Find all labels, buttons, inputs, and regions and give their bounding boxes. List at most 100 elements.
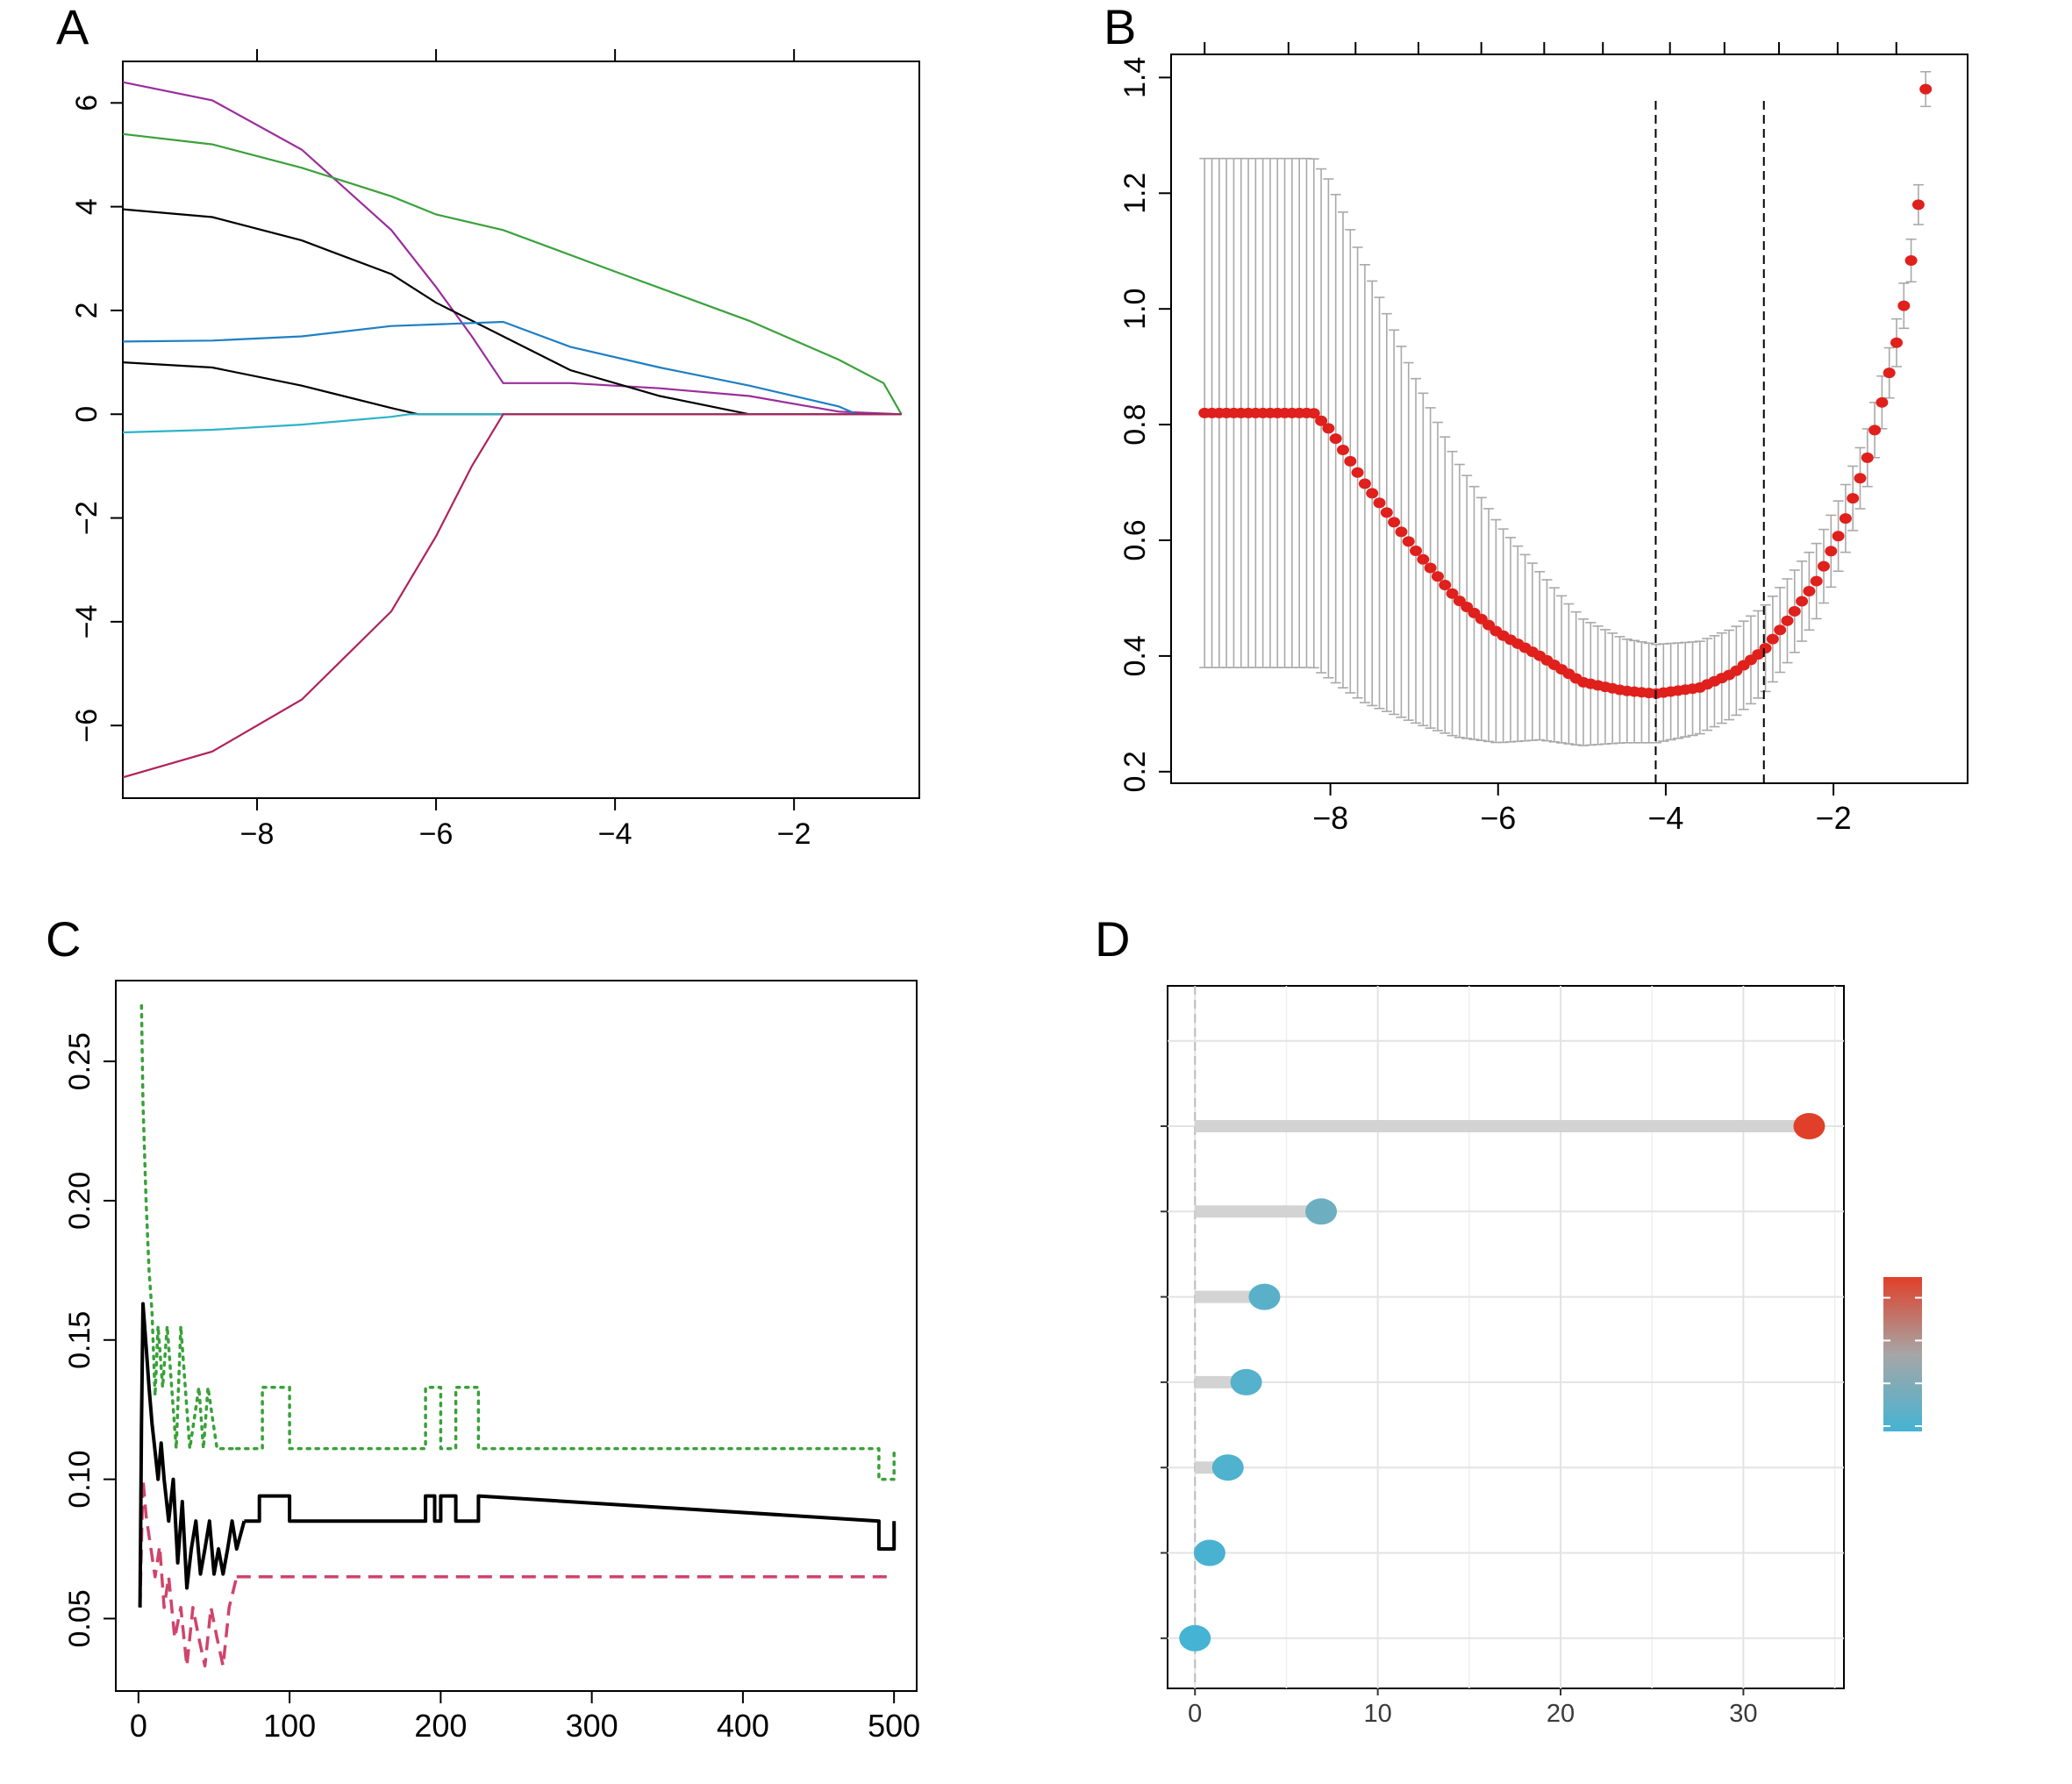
panel-b-point (1366, 488, 1379, 499)
panel-c-x-tick-label: 0 (130, 1708, 147, 1744)
panel-d-frame (1167, 985, 1845, 1689)
panel-label-b: B (1104, 0, 1136, 54)
panel-b-point (1911, 199, 1925, 211)
panel-b-point (1373, 497, 1386, 509)
panel-b-point (1336, 445, 1349, 456)
panel-b-point (1329, 433, 1342, 445)
panel-c-x-tick-label: 300 (566, 1708, 618, 1744)
panel-b-point (1810, 575, 1823, 587)
panel-d-dot (1793, 1113, 1826, 1139)
panel-b-point (1847, 493, 1860, 504)
panel-b-point (1446, 588, 1459, 599)
panel-a-y-tick-label: 2 (70, 302, 104, 318)
panel-c-y-tick-label: 0.15 (63, 1311, 96, 1369)
panel-a-series-cyan (122, 413, 902, 434)
panel-d-legend-colorbar (1883, 1277, 1922, 1431)
panel-label-a: A (56, 0, 89, 54)
panel-b-x-tick-label: −6 (1480, 800, 1516, 836)
panel-a-series-purple (122, 81, 902, 416)
panel-b-binomial-deviance: −8 −6 −4 −2 0.2 0.4 0.6 0.8 1.0 1.2 1.4 (1118, 42, 1968, 836)
panel-c-random-forest: 0 100 200 300 400 500 0.05 0.10 0.15 0.20 0.25 (63, 980, 920, 1744)
panel-b-point (1380, 507, 1393, 518)
panel-label-d: D (1095, 911, 1130, 967)
panel-c-y-tick-label: 0.25 (63, 1032, 96, 1090)
panel-c-frame (115, 980, 918, 1692)
panel-d-x-tick-label: 20 (1547, 1700, 1575, 1728)
panel-b-y-tick-label: 1.0 (1118, 289, 1152, 330)
panel-c-y-tick-label: 0.20 (63, 1172, 96, 1230)
panel-b-point (1307, 408, 1320, 419)
panel-b-point (1854, 473, 1867, 484)
panel-d-dot (1230, 1368, 1262, 1395)
panel-b-point (1796, 596, 1809, 607)
panel-b-point (1417, 553, 1430, 565)
panel-b-point (1803, 586, 1816, 597)
panel-d-dot (1193, 1539, 1225, 1566)
panel-b-point (1351, 467, 1364, 478)
panel-c-x-tick-label: 500 (868, 1708, 920, 1744)
panel-a-y-tick-label: −4 (70, 604, 104, 639)
panel-a-series-blue (122, 320, 902, 416)
panel-a-coefficient-paths: −8 −6 −4 −2 −6 −4 −2 0 2 4 6 (70, 49, 920, 851)
panel-b-point (1825, 546, 1838, 557)
panel-a-series-black2 (122, 361, 902, 416)
panel-b-y-tick-label: 0.4 (1118, 635, 1152, 676)
panel-a-y-tick-label: 6 (70, 95, 104, 111)
panel-b-x-tick-label: −2 (1816, 800, 1852, 836)
panel-b-point (1817, 560, 1830, 572)
panel-b-point (1788, 605, 1801, 617)
panel-b-y-tick-label: 1.4 (1118, 57, 1152, 98)
panel-d-x-tick-label: 10 (1364, 1700, 1392, 1728)
panel-b-y-tick-label: 0.6 (1118, 519, 1152, 560)
panel-b-point (1832, 531, 1845, 542)
panel-a-x-tick-label: −4 (598, 817, 632, 851)
panel-b-point (1876, 396, 1889, 408)
panel-b-point (1315, 415, 1328, 426)
panel-c-series-OOB (244, 1494, 897, 1551)
panel-label-c: C (46, 911, 81, 967)
panel-d-dot (1248, 1283, 1281, 1310)
panel-d-x-tick-label: 30 (1729, 1700, 1757, 1728)
panel-b-point (1431, 571, 1444, 582)
panel-a-y-tick-label: 4 (70, 198, 104, 215)
panel-b-point (1766, 633, 1779, 645)
panel-a-y-tick-label: −2 (70, 501, 104, 535)
panel-a-y-tick-label: −6 (70, 709, 104, 743)
panel-b-y-tick-label: 0.8 (1118, 403, 1152, 445)
panel-b-point (1424, 562, 1437, 574)
panel-d-x-tick-label: 0 (1188, 1700, 1202, 1728)
panel-b-frame (1170, 54, 1968, 784)
panel-b-point (1395, 526, 1408, 538)
panel-b-point (1439, 580, 1452, 591)
panel-b-point (1890, 337, 1903, 348)
panel-b-point (1402, 536, 1415, 547)
panel-b-x-tick-label: −4 (1647, 800, 1683, 836)
panel-a-y-tick-label: 0 (70, 406, 104, 423)
panel-b-point (1839, 513, 1852, 524)
panel-b-point (1781, 615, 1794, 626)
panel-b-point (1774, 624, 1787, 636)
panel-c-series-class1 (235, 1386, 896, 1481)
panel-b-x-tick-label: −8 (1312, 800, 1348, 836)
panel-b-point (1410, 546, 1423, 557)
panel-c-y-tick-label: 0.10 (63, 1450, 96, 1508)
panel-b-point (1759, 643, 1772, 654)
panel-a-x-tick-label: −2 (777, 817, 811, 851)
panel-d-dot (1179, 1624, 1211, 1652)
panel-a-frame (122, 61, 920, 799)
panel-b-point (1358, 478, 1371, 489)
panel-b-point (1344, 455, 1357, 467)
panel-d-importance: 0 10 20 30 (1161, 985, 1922, 1728)
panel-a-series-green (122, 132, 903, 415)
panel-b-point (1904, 255, 1918, 267)
panel-c-series-class1 (139, 1003, 239, 1451)
panel-b-point (1897, 300, 1911, 311)
panel-c-y-tick-label: 0.05 (63, 1589, 96, 1647)
panel-c-x-tick-label: 200 (414, 1708, 467, 1744)
panel-b-point (1322, 423, 1335, 434)
panel-b-point (1868, 425, 1882, 436)
panel-d-dot (1305, 1198, 1338, 1225)
panel-c-x-tick-label: 400 (717, 1708, 769, 1744)
panel-b-point (1919, 83, 1933, 95)
